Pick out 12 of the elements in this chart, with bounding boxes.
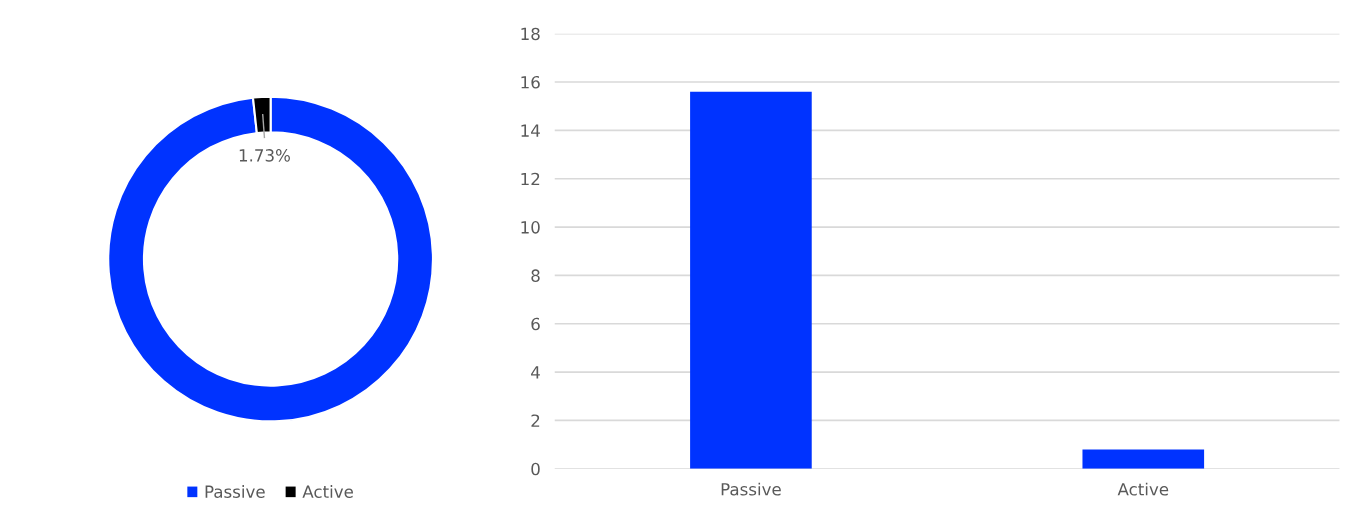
data-label: 1.73% xyxy=(239,149,290,162)
y-tick-label: 4 xyxy=(531,366,540,379)
y-tick-label: 12 xyxy=(521,172,540,186)
y-tick-label: 10 xyxy=(521,221,540,234)
y-tick-label: 2 xyxy=(531,414,540,427)
y-tick-label: 16 xyxy=(521,75,540,89)
donut-slice xyxy=(107,95,434,423)
y-tick-label: 6 xyxy=(531,317,540,331)
y-tick-label: 8 xyxy=(531,269,540,282)
y-tick-label: 18 xyxy=(521,27,540,41)
y-tick-label: 0 xyxy=(531,462,540,476)
y-tick-label: 14 xyxy=(521,124,540,137)
